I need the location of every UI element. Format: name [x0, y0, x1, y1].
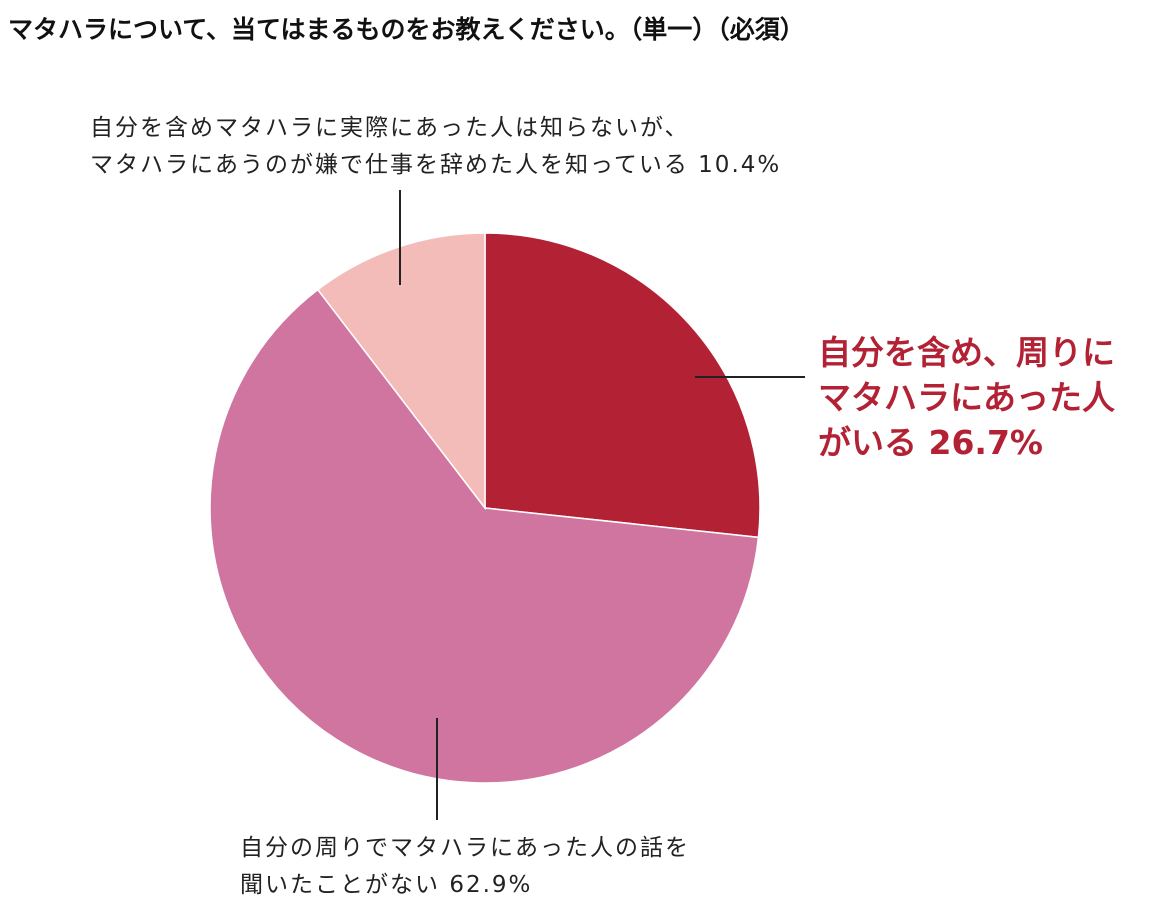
pie-slice: [316, 232, 486, 511]
slice-label: 自分を含めマタハラに実際にあった人は知らないが、 マタハラにあうのが嫌で仕事を辞…: [90, 110, 781, 184]
slice-label: 自分を含め、周りに マタハラにあった人 がいる 26.7%: [818, 330, 1115, 465]
category-label: 自分を含め、周りに マタハラにあった人 がいる: [818, 333, 1115, 462]
slice-label: 自分の周りでマタハラにあった人の話を 聞いたことがない 62.9%: [240, 830, 690, 904]
pie-slice: [484, 232, 761, 539]
pie-slice: [209, 288, 760, 784]
value-label: 26.7%: [928, 423, 1044, 462]
category-label: 自分を含めマタハラに実際にあった人は知らないが、 マタハラにあうのが嫌で仕事を辞…: [90, 115, 690, 178]
value-label: 62.9%: [449, 872, 533, 898]
category-label: 自分の周りでマタハラにあった人の話を 聞いたことがない: [240, 835, 690, 898]
chart-title: マタハラについて、当てはまるものをお教えください。（単一）（必須）: [8, 15, 805, 44]
value-label: 10.4%: [698, 152, 782, 178]
